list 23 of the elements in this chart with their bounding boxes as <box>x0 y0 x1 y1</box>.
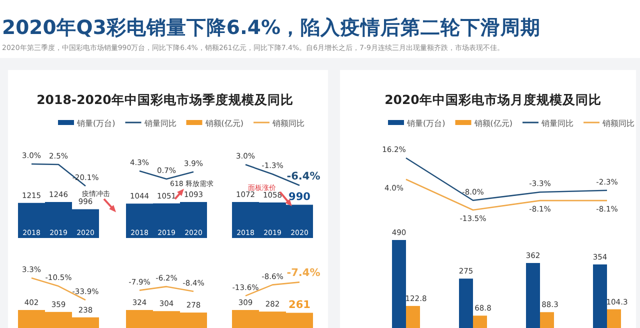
bar <box>392 240 406 328</box>
bar <box>540 312 554 328</box>
legend-label: 销量(万台) <box>406 119 446 128</box>
bar <box>459 278 473 328</box>
text: 2020年中国彩电市场月度规模及同比 <box>384 92 602 107</box>
legend-label: 销量(万台) <box>76 119 116 128</box>
data-label: 261 <box>288 298 310 311</box>
legend-label: 销量同比 <box>540 119 574 128</box>
legend-label: 销量同比 <box>143 119 176 128</box>
text: 2018-2020年中国彩电市场季度规模及同比 <box>36 92 294 107</box>
data-label: -6.4% <box>286 170 321 182</box>
bar <box>526 262 540 328</box>
data-label: 990 <box>288 190 310 203</box>
legend-label: 销额(亿元) <box>473 119 512 128</box>
bar <box>607 309 621 328</box>
bar <box>473 316 487 328</box>
legend-label: 销额(亿元) <box>204 119 244 128</box>
bar <box>406 306 420 328</box>
data-label: -7.4% <box>286 267 321 280</box>
legend-label: 销额同比 <box>272 119 304 128</box>
text: 2020年Q3彩电销量下降6.4%，陷入疫情后第二轮下滑周期 <box>2 16 540 39</box>
bar <box>593 264 607 328</box>
legend-label: 销额同比 <box>602 119 634 128</box>
